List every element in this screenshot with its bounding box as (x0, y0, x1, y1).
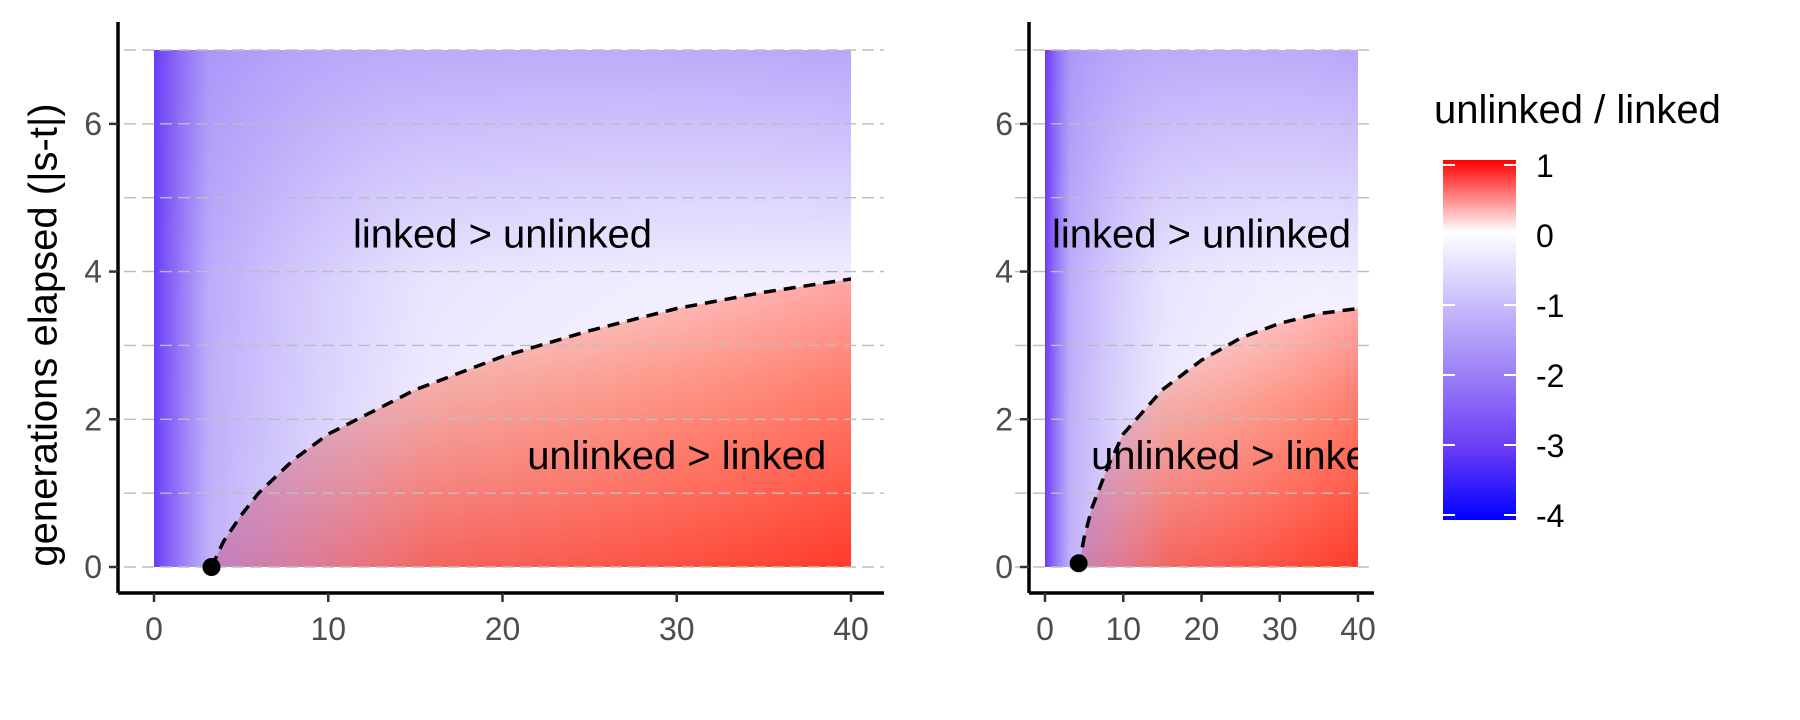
region-annotation: linked > unlinked (1052, 213, 1351, 257)
colorbar-tick-label: -1 (1536, 288, 1564, 324)
y-tick-label: 4 (995, 254, 1013, 290)
x-tick-label: 0 (145, 611, 163, 647)
colorbar-tick-label: -3 (1536, 428, 1564, 464)
region-annotation: unlinked > linked (527, 434, 826, 478)
left-panel: 0 2 4 6 0 10 20 30 40 linked > unlinked unlinked >… (84, 22, 884, 647)
start-point (1069, 554, 1088, 573)
y-tick-label: 0 (995, 549, 1013, 585)
colorbar-tick-label: 0 (1536, 218, 1554, 254)
x-tick-label: 40 (833, 611, 869, 647)
y-tick-label: 2 (995, 401, 1013, 437)
x-tick-label: 20 (485, 611, 521, 647)
start-point (202, 558, 221, 576)
region-annotation: unlinked > linked (1091, 434, 1390, 478)
region-annotation: linked > unlinked (353, 213, 652, 257)
color-legend: 1 0 -1 -2 -3 -4 (1443, 148, 1564, 534)
y-tick-label: 0 (84, 549, 102, 585)
legend-title: unlinked / linked (1434, 88, 1721, 132)
boundary-curve (1076, 306, 1358, 568)
y-tick-label: 2 (84, 401, 102, 437)
colorbar (1443, 160, 1516, 520)
boundary-curve (209, 277, 851, 568)
colorbar-tick-label: -2 (1536, 358, 1564, 394)
blue-edge-shade (154, 50, 851, 567)
y-tick-label: 6 (84, 106, 102, 142)
y-tick-label: 6 (995, 106, 1013, 142)
x-tick-label: 40 (1340, 611, 1376, 647)
blue-edge-shade (1045, 50, 1358, 567)
x-tick-label: 30 (1262, 611, 1298, 647)
y-tick-label: 4 (84, 254, 102, 290)
x-tick-label: 0 (1036, 611, 1054, 647)
colorbar-tick-label: 1 (1536, 148, 1554, 184)
x-tick-label: 10 (1105, 611, 1141, 647)
x-tick-label: 10 (310, 611, 346, 647)
x-tick-label: 20 (1184, 611, 1220, 647)
x-tick-label: 30 (659, 611, 695, 647)
right-panel: 0 2 4 6 0 10 20 30 40 linked > unlinked unlinked >… (995, 22, 1390, 647)
colorbar-tick-label: -4 (1536, 498, 1564, 534)
